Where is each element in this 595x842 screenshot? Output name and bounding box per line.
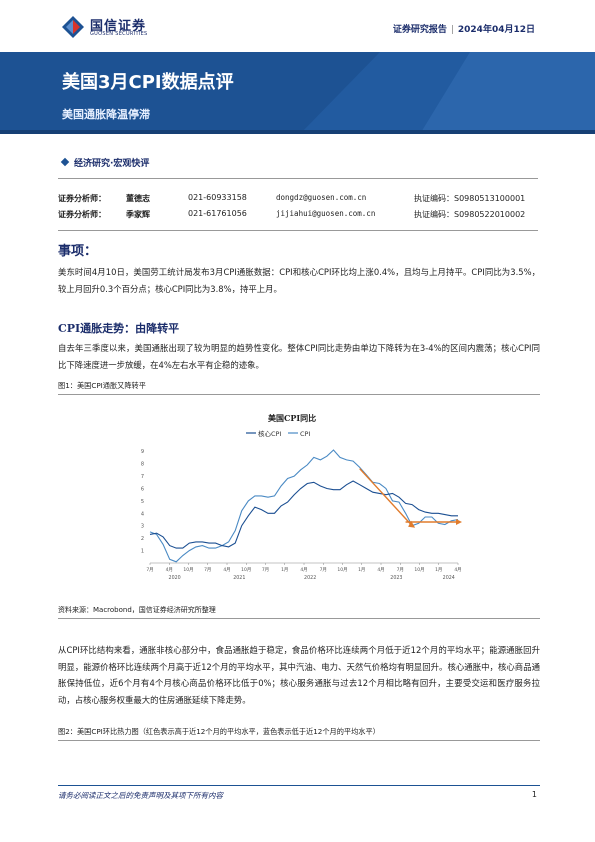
analyst-cert: 执证编码：S0980513100001 — [414, 194, 526, 203]
report-type: 证券研究报告 — [392, 25, 447, 35]
y-tick-label: 8 — [141, 462, 144, 468]
figure-1-source: 资料来源：Macrobond，国信证券经济研究所整理 — [58, 606, 216, 614]
caption-rule — [58, 740, 540, 741]
y-tick-label: 3 — [141, 524, 144, 530]
footer-rule — [58, 785, 540, 786]
x-tick-label: 4月 — [377, 567, 384, 573]
cpi-trend-heading: CPI通胀走势：由降转平 — [58, 322, 180, 335]
report-header: 证券研究报告 | 2024年04月12日 — [393, 22, 535, 35]
analyst-role: 证券分析师： — [58, 194, 106, 203]
x-tick-label: 1月 — [358, 567, 365, 573]
report-category: 经济研究·宏观快评 — [60, 156, 150, 169]
y-tick-label: 7 — [141, 474, 144, 480]
analyst-name: 季家辉 — [126, 210, 150, 219]
cpi-chart: 美国CPI同比 核心CPI CPI 1 2 3 4 5 6 7 8 9 7月 4月 10月 7月 4月 10… — [141, 413, 462, 581]
banner-decoration — [0, 52, 595, 134]
paragraph-trend: 自去年三季度以来，美国通胀出现了较为明显的趋势性变化。整体CPI同比走势由单边下… — [58, 343, 540, 370]
main-title: 美国3月CPI数据点评 — [62, 72, 234, 93]
logo-mark-icon — [62, 16, 84, 38]
x-year-label: 2022 — [304, 575, 316, 581]
report-date: 2024年04月12日 — [457, 25, 535, 35]
x-tick-label: 4月 — [166, 567, 173, 573]
x-tick-label: 10月 — [183, 567, 193, 573]
logo-text-cn: 国信证券 — [90, 19, 147, 34]
x-tick-label: 10月 — [414, 567, 424, 573]
caption-rule — [58, 394, 540, 395]
logo-text-en: GUOSEN SECURITIES — [90, 31, 148, 37]
chart-legend: 核心CPI CPI — [246, 429, 310, 438]
x-tick-label: 10月 — [337, 567, 347, 573]
cpi-series-line — [149, 449, 459, 563]
sub-title: 美国通胀降温停滞 — [62, 108, 150, 121]
trend-arrowhead — [408, 520, 416, 528]
x-tick-label: 1月 — [281, 567, 288, 573]
footer-disclaimer[interactable]: 请务必阅读正文之后的免责声明及其项下所有内容 — [58, 791, 223, 800]
x-year-label: 2021 — [233, 575, 245, 581]
y-tick-label: 9 — [141, 449, 144, 455]
header-separator: | — [450, 25, 454, 35]
x-tick-label: 1月 — [435, 567, 442, 573]
analyst-cert: 执证编码：S0980522010002 — [414, 210, 526, 219]
x-year-label: 2024 — [443, 575, 455, 581]
divider — [58, 230, 538, 231]
x-year-label: 2023 — [390, 575, 402, 581]
figure-2-caption: 图2：美国CPI环比热力图（红色表示高于近12个月的平均水平，蓝色表示低于近12… — [58, 727, 380, 736]
x-tick-label: 7月 — [262, 567, 269, 573]
y-tick-label: 5 — [141, 499, 144, 505]
analyst-row: 证券分析师： 季家辉 021-61761056 jijiahui@guosen.… — [58, 209, 538, 223]
x-tick-label: 7月 — [204, 567, 211, 573]
title-banner: 美国3月CPI数据点评 美国通胀降温停滞 — [0, 52, 595, 134]
x-tick-label: 4月 — [454, 567, 461, 573]
category-label: 经济研究·宏观快评 — [74, 159, 150, 169]
x-tick-label: 4月 — [223, 567, 230, 573]
analyst-name: 董德志 — [126, 194, 150, 203]
section-heading: 事项： — [58, 244, 98, 259]
trend-arrow-down — [359, 468, 413, 527]
figure-1-caption: 图1：美国CPI通胀又降转平 — [58, 381, 146, 390]
x-tick-label: 7月 — [320, 567, 327, 573]
y-tick-label: 2 — [141, 536, 144, 542]
analyst-role: 证券分析师： — [58, 210, 106, 219]
analyst-email[interactable]: dongdz@guosen.com.cn — [276, 193, 367, 202]
x-year-label: 2020 — [169, 575, 181, 581]
paragraph-structure: 从CPI环比结构来看，通胀非核心部分中，食品通胀趋于稳定，食品价格环比连续两个月… — [58, 645, 540, 705]
y-tick-label: 1 — [141, 549, 144, 555]
analyst-row: 证券分析师： 董德志 021-60933158 dongdz@guosen.co… — [58, 193, 538, 207]
chart-title: 美国CPI同比 — [268, 413, 316, 423]
source-rule — [58, 618, 540, 619]
x-tick-label: 4月 — [300, 567, 307, 573]
legend-label-cpi: CPI — [300, 430, 310, 438]
legend-label-core: 核心CPI — [258, 429, 281, 438]
paragraph-event: 美东时间4月10日，美国劳工统计局发布3月CPI通胀数据：CPI和核心CPI环比… — [58, 267, 540, 294]
core-cpi-series-line — [149, 480, 458, 549]
company-logo: 国信证券 GUOSEN SECURITIES — [60, 14, 180, 42]
analyst-email[interactable]: jijiahui@guosen.com.cn — [276, 209, 376, 218]
diamond-bullet-icon — [60, 157, 70, 167]
x-tick-label: 7月 — [146, 567, 153, 573]
analyst-phone: 021-61761056 — [188, 209, 247, 218]
trend-arrowhead — [456, 519, 462, 526]
y-tick-label: 4 — [141, 511, 144, 517]
divider — [58, 178, 538, 179]
x-tick-label: 10月 — [241, 567, 251, 573]
page-number: 1 — [531, 790, 537, 799]
y-tick-label: 6 — [141, 486, 144, 492]
x-tick-label: 7月 — [397, 567, 404, 573]
analyst-phone: 021-60933158 — [188, 193, 247, 202]
